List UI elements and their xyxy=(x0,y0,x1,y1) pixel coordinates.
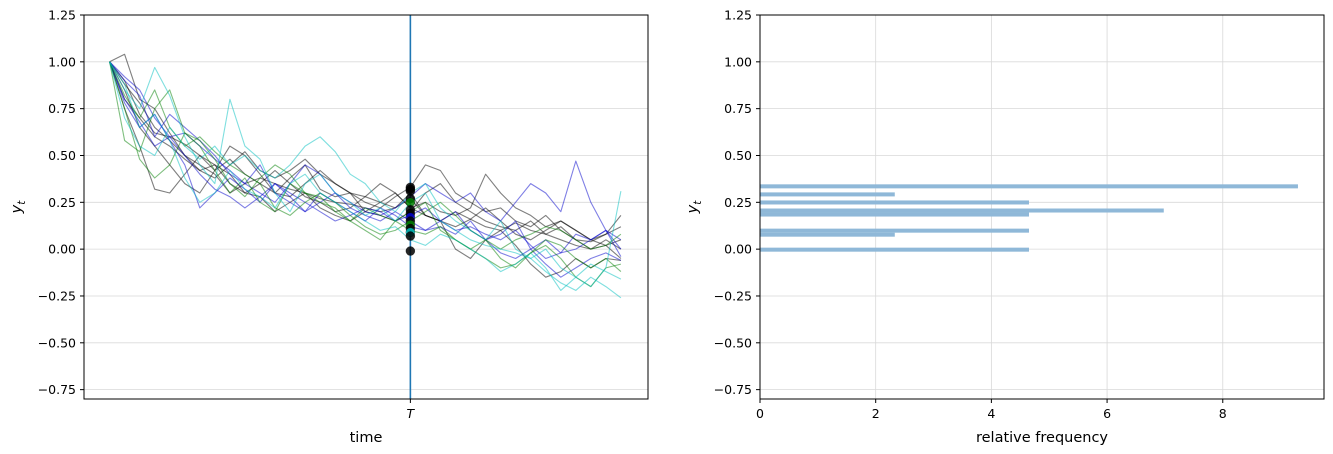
y-tick-label: 1.25 xyxy=(48,8,76,23)
x-tick-label: 2 xyxy=(872,406,880,421)
y-axis-label: yt xyxy=(685,200,704,215)
relative-frequency-histogram: 1.251.000.750.500.250.00−0.25−0.50−0.75 … xyxy=(685,8,1325,446)
y-tick-label: 1.00 xyxy=(724,54,752,69)
sample-path-line xyxy=(109,61,622,288)
y-tick-label: 0.50 xyxy=(48,148,76,163)
y-tick-label: 0.00 xyxy=(724,242,752,257)
y-tick-label: 1.00 xyxy=(48,54,76,69)
plot-frame xyxy=(83,14,649,400)
histogram-bars xyxy=(760,184,1298,252)
x-axis-ticks: T xyxy=(407,399,416,421)
y-tick-label: 0.25 xyxy=(48,195,76,210)
sample-path-line xyxy=(109,61,622,250)
y-axis-ticks: 1.25 1.00 0.75 0.50 0.25 0.00 −0.25 −0.50 −0.75 xyxy=(38,8,84,397)
histogram-bar xyxy=(760,208,1164,213)
y-axis-label-subscript: t xyxy=(692,200,704,205)
sample-path-lines xyxy=(109,53,622,299)
terminal-value-points xyxy=(405,182,416,256)
y-tick-label: −0.75 xyxy=(714,382,752,397)
sample-path-line xyxy=(109,61,622,288)
plot-frame xyxy=(759,14,1325,400)
x-tick-label: 8 xyxy=(1219,406,1227,421)
sample-path-line xyxy=(109,61,622,291)
x-tick-label: 6 xyxy=(1103,406,1111,421)
x-axis-label: relative frequency xyxy=(976,430,1108,446)
y-axis-label-subscript: t xyxy=(16,200,28,205)
y-tick-label: −0.25 xyxy=(714,288,752,303)
y-tick-label: 0.75 xyxy=(48,101,76,116)
sample-path-line xyxy=(109,61,622,259)
y-axis-label: yt xyxy=(9,200,28,215)
grid xyxy=(759,14,1324,399)
histogram-bar xyxy=(760,192,895,197)
sample-path-line xyxy=(109,61,622,241)
x-axis-ticks: 0 2 4 6 8 xyxy=(756,399,1227,421)
x-tick-label: 0 xyxy=(756,406,764,421)
x-tick-label: 4 xyxy=(987,406,995,421)
y-tick-label: −0.50 xyxy=(714,335,752,350)
sample-path-line xyxy=(109,61,622,250)
terminal-point xyxy=(405,246,416,256)
y-axis-ticks: 1.25 1.00 0.75 0.50 0.25 0.00 −0.25 −0.50 −0.75 xyxy=(714,8,760,397)
histogram-bar xyxy=(760,200,1029,205)
y-tick-label: 0.75 xyxy=(724,101,752,116)
sample-path-line xyxy=(109,61,622,299)
sample-path-line xyxy=(109,61,622,278)
y-tick-label: 0.50 xyxy=(724,148,752,163)
histogram-bar xyxy=(760,184,1298,189)
terminal-point xyxy=(405,231,416,241)
y-tick-label: 0.00 xyxy=(48,242,76,257)
histogram-bar xyxy=(760,232,895,237)
histogram-bar xyxy=(760,247,1029,252)
sample-path-line xyxy=(109,61,622,273)
y-tick-label: 1.25 xyxy=(724,8,752,23)
x-axis-label: time xyxy=(350,430,383,446)
y-axis-label-main: y xyxy=(685,204,701,214)
y-axis-label-main: y xyxy=(9,204,25,214)
sample-path-line xyxy=(109,61,622,241)
sample-paths-plot: 1.251.000.750.500.250.00−0.25−0.50−0.75 … xyxy=(9,8,649,446)
y-tick-label: −0.50 xyxy=(38,335,76,350)
histogram-bar xyxy=(760,212,1029,217)
y-tick-label: −0.75 xyxy=(38,382,76,397)
x-tick-label-T: T xyxy=(407,406,416,421)
y-tick-label: 0.25 xyxy=(724,195,752,210)
histogram-bar xyxy=(760,228,1029,233)
y-tick-label: −0.25 xyxy=(38,288,76,303)
